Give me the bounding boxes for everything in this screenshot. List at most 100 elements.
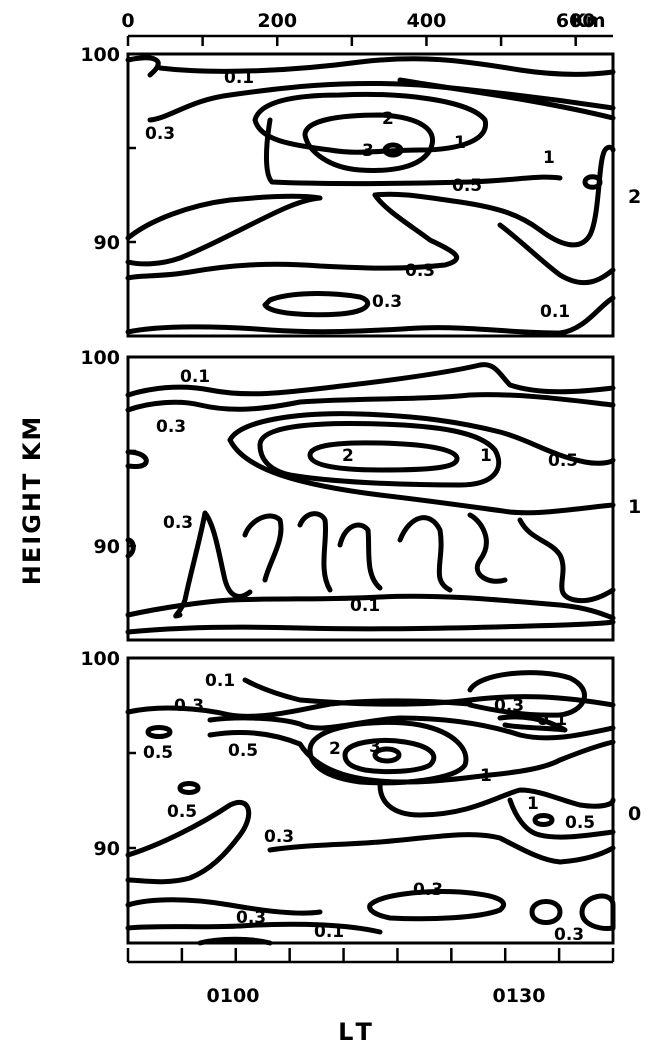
- y-tick-label-90: 90: [94, 838, 120, 860]
- panel-1-contour-line: [125, 593, 616, 621]
- y-tick-label-100: 100: [80, 648, 120, 670]
- top-axis-unit-label: Km: [571, 10, 606, 32]
- contour-label: 0.5: [565, 813, 595, 833]
- panel-2-contour-line: [302, 112, 435, 173]
- panel-1-contour-line: [307, 440, 460, 473]
- panel-1-contours: [125, 362, 616, 635]
- panel-2-contour-line: [382, 142, 404, 158]
- contour-label: 0.3: [372, 292, 402, 312]
- contour-label: 0.5: [228, 741, 258, 761]
- panel-0-contour-line: [532, 813, 555, 827]
- panel-2-contour-line: [125, 193, 323, 267]
- y-axis-title: HEIGHT KM: [18, 415, 46, 585]
- panel-1-contour-line: [227, 437, 616, 516]
- panel-0-contour-line: [267, 832, 616, 865]
- panel-0-contour-line: [377, 782, 616, 818]
- bottom-axis-ticks: [126, 948, 615, 962]
- top-axis-tick-label: 400: [407, 10, 447, 32]
- panel-2-contour-line: [125, 295, 616, 336]
- panel-1-contour-line: [125, 392, 616, 413]
- contour-label: 0.1: [314, 922, 344, 942]
- panel-2-contours: [125, 55, 616, 336]
- panel-0-y-ticks: [128, 656, 136, 850]
- panel-0-contour-labels: 0.1 0.3 0.3 0.1 0.5 0.5 2 3 1 0.5 1 0.5 …: [143, 671, 595, 945]
- panel-2-contour-line: [147, 80, 616, 123]
- contour-label: 0.3: [413, 880, 443, 900]
- contour-label: 0.3: [554, 925, 584, 945]
- panel-2-contour-line: [252, 91, 488, 155]
- panel-0-contour-line: [207, 715, 616, 741]
- contour-label: 0.3: [264, 827, 294, 847]
- panel-0: 100 90 0 0.1 0.3 0.3 0.1 0.5 0.5 2 3 1 0…: [80, 648, 641, 946]
- contour-label: 0.3: [145, 124, 175, 144]
- panel-2-frame: [126, 52, 615, 338]
- panel-2-contour-line: [263, 117, 563, 187]
- top-axis-ticks: 0 200 400 600: [121, 10, 596, 46]
- contour-label: 2: [382, 109, 394, 129]
- bottom-tick-label-0100: 0100: [207, 985, 260, 1007]
- bottom-axis: 0100 0130: [126, 948, 615, 1007]
- contour-label: 0.5: [143, 743, 173, 763]
- panel-1-id: 1: [628, 496, 641, 518]
- panel-0-contours: [125, 670, 616, 946]
- contour-label: 0.3: [236, 908, 266, 928]
- contour-label: 0.3: [163, 513, 193, 533]
- panel-1: 100 90 1 0.1 0.3 2 1 0.5 0.3 0.1: [80, 347, 641, 642]
- panel-1-contour-line: [125, 619, 616, 635]
- panel-0-contour-line: [177, 781, 201, 795]
- panel-0-contour-line: [197, 936, 273, 946]
- panel-2-contour-line: [497, 222, 616, 286]
- contour-label: 0.1: [537, 710, 567, 730]
- panel-0-contour-line: [125, 799, 252, 885]
- panel-1-contour-line: [227, 411, 616, 466]
- panel-2-contour-line: [262, 291, 371, 318]
- top-axis-tick-label: 600: [556, 10, 596, 32]
- contour-label: 2: [342, 446, 354, 466]
- contour-label: 0.3: [405, 261, 435, 281]
- panel-0-contour-line: [145, 725, 173, 739]
- panel-0-contour-line: [307, 719, 469, 786]
- contour-label: 1: [527, 794, 539, 814]
- contour-label: 1: [480, 446, 492, 466]
- top-axis-tick-label: 0: [121, 10, 134, 32]
- contour-label: 0.1: [540, 302, 570, 322]
- contour-label: 0.1: [224, 68, 254, 88]
- panel-2-y-ticks: [128, 52, 136, 244]
- panel-0-contour-line: [125, 698, 473, 719]
- panel-0-id: 0: [628, 803, 641, 825]
- panel-0-contour-line: [342, 738, 437, 775]
- panel-1-y-ticks: [128, 355, 136, 548]
- contour-label: 0.1: [205, 671, 235, 691]
- contour-label: 0.3: [494, 696, 524, 716]
- panel-0-contour-line: [497, 714, 568, 733]
- bottom-tick-label-0130: 0130: [493, 985, 546, 1007]
- y-tick-label-90: 90: [94, 232, 120, 254]
- contour-label: 0.1: [180, 367, 210, 387]
- panel-2-contour-line: [125, 55, 616, 78]
- contour-label: 3: [369, 737, 381, 757]
- contour-label: 2: [329, 739, 341, 759]
- contour-label: 0.5: [167, 802, 197, 822]
- panel-1-contour-line: [257, 420, 502, 488]
- contour-label: 1: [480, 766, 492, 786]
- panel-1-contour-labels: 0.1 0.3 2 1 0.5 0.3 0.1: [156, 367, 578, 616]
- panel-0-contour-line: [125, 897, 323, 916]
- contour-label: 0.1: [350, 596, 380, 616]
- panel-0-contour-line: [372, 746, 402, 764]
- panel-0-contour-line: [579, 893, 616, 931]
- contour-label: 3: [362, 141, 374, 161]
- panel-2-contour-labels: 0.1 0.3 2 3 1 1 0.5 0.3 0.3 0.1: [145, 68, 570, 322]
- panel-2: 100 90 2 0.1 0.3 2 3 1 1 0.5 0.3 0.3 0.1: [80, 44, 641, 338]
- contour-label: 0.5: [452, 176, 482, 196]
- y-tick-label-100: 100: [80, 44, 120, 66]
- x-axis-title: LT: [338, 1018, 378, 1046]
- panel-2-contour-line: [397, 77, 616, 121]
- contour-label: 1: [454, 133, 466, 153]
- panel-2-id: 2: [628, 186, 641, 208]
- panel-0-contour-line: [507, 797, 616, 840]
- panel-0-contour-line: [467, 670, 587, 718]
- panel-2-contour-line: [125, 192, 460, 281]
- top-axis-tick-label: 200: [257, 10, 297, 32]
- panel-0-contour-line: [125, 921, 383, 935]
